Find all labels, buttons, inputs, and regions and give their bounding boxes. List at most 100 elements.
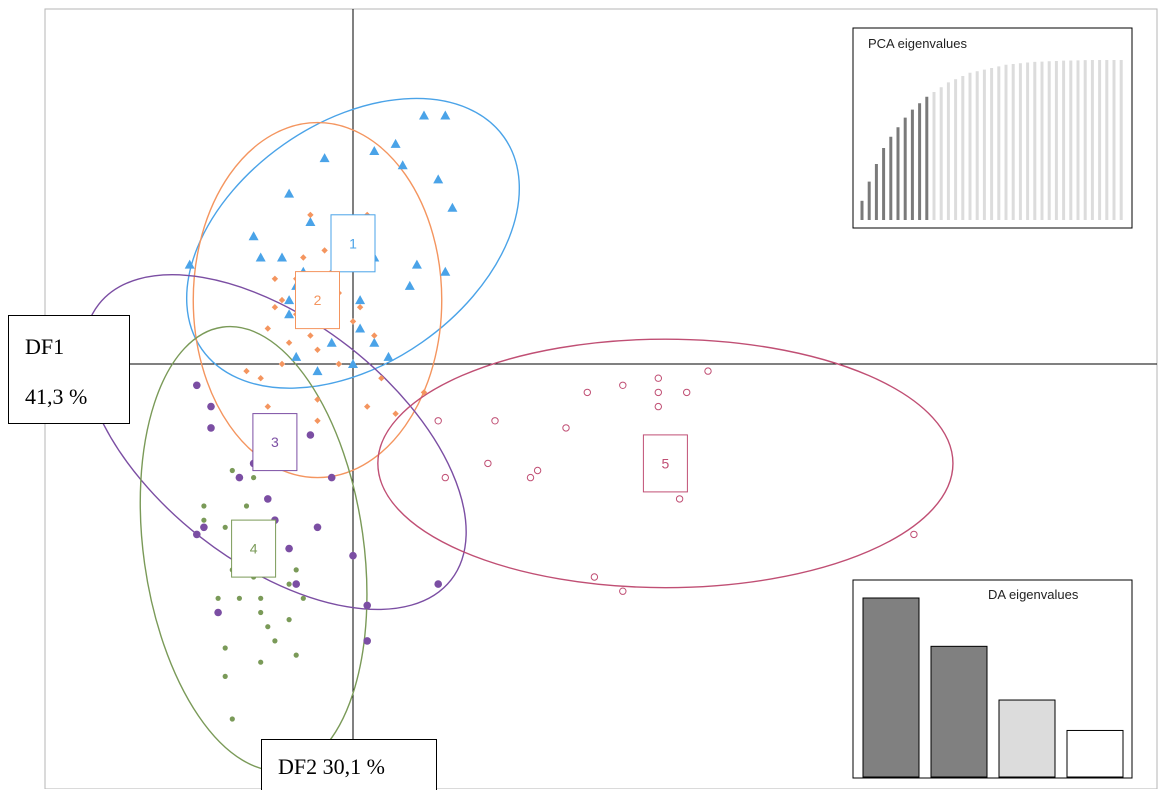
group-5-point xyxy=(654,374,662,382)
group-2-point xyxy=(356,304,364,311)
group-5-ellipse xyxy=(377,338,954,589)
group-3-point xyxy=(285,544,293,553)
group-2-point xyxy=(307,332,314,339)
group-4-point xyxy=(265,624,271,630)
group-4-point xyxy=(258,595,264,601)
group-5-point xyxy=(683,388,691,397)
group-5-point xyxy=(441,473,449,482)
group-2-point xyxy=(285,339,293,346)
group-4-point xyxy=(229,467,235,474)
group-3-label-box xyxy=(252,413,298,472)
group-1-point xyxy=(447,202,458,212)
group-1-point xyxy=(383,351,394,361)
group-3-point xyxy=(349,551,357,560)
group-1-ellipse xyxy=(185,97,521,389)
group-3-point xyxy=(306,431,315,439)
group-1-point xyxy=(305,217,316,226)
group-2-point xyxy=(321,247,328,254)
group-1-point xyxy=(419,110,429,120)
group-5-point xyxy=(675,495,684,503)
df1-name: DF1 xyxy=(25,334,65,359)
group-5-point xyxy=(484,459,492,468)
group-3-point xyxy=(235,473,244,482)
group-2-point xyxy=(314,417,321,424)
group-1-point xyxy=(184,259,195,269)
group-1-point xyxy=(390,138,401,148)
group-4-point xyxy=(258,609,264,616)
group-2-point xyxy=(364,403,371,410)
group-2-point xyxy=(307,211,314,219)
group-1-point xyxy=(433,174,444,184)
group-points xyxy=(184,110,918,722)
group-5-point xyxy=(654,402,662,411)
pca-eigenvalues-inset: PCA eigenvalues xyxy=(852,27,1133,229)
group-3-point xyxy=(363,601,372,610)
group-2-point xyxy=(278,360,286,368)
group-2-label: 2 xyxy=(314,292,322,308)
group-4-point xyxy=(272,638,278,644)
group-4-point xyxy=(293,652,299,658)
da-eigenvalue-bar xyxy=(862,597,920,778)
group-4-point xyxy=(293,567,299,573)
group-2-point xyxy=(349,318,357,325)
group-3-point xyxy=(193,381,201,390)
group-1-point xyxy=(291,351,302,361)
group-4-label: 4 xyxy=(250,541,258,557)
group-4-point xyxy=(201,503,207,509)
group-1-point xyxy=(248,231,259,241)
group-2-point xyxy=(264,325,271,332)
group-1-point xyxy=(326,337,337,347)
group-2-label-box xyxy=(295,271,340,330)
group-4-point xyxy=(229,716,235,722)
df2-axis-label: DF2 30,1 % xyxy=(261,739,437,790)
group-1-point xyxy=(355,295,366,305)
group-5-point xyxy=(491,417,499,425)
group-2-point xyxy=(300,254,307,261)
group-4-point xyxy=(222,524,228,530)
group-2-point xyxy=(392,410,399,417)
group-3-point xyxy=(193,530,201,539)
group-3-ellipse xyxy=(82,274,467,611)
group-4-label-box xyxy=(231,519,277,578)
group-4-point xyxy=(243,503,250,509)
group-4-point xyxy=(236,595,242,601)
group-2-point xyxy=(371,332,378,339)
group-3-point xyxy=(434,580,443,588)
group-4-point xyxy=(222,673,228,680)
group-1-point xyxy=(355,323,366,333)
group-1-point xyxy=(369,146,380,155)
group-1-point xyxy=(411,259,422,269)
group-2-point xyxy=(243,367,250,375)
group-2-point xyxy=(257,375,264,382)
group-5-point xyxy=(704,367,712,375)
group-1-point xyxy=(284,188,295,198)
group-5-point xyxy=(619,381,627,389)
group-1-point xyxy=(284,309,295,319)
group-4-point xyxy=(300,595,306,601)
group-1-label: 1 xyxy=(349,235,357,251)
group-3-point xyxy=(327,473,336,482)
group-4-point xyxy=(251,475,257,481)
group-1-point xyxy=(284,295,295,305)
group-1-point xyxy=(319,153,330,163)
group-4-point xyxy=(286,581,292,587)
group-5-point xyxy=(562,424,570,432)
group-2-point xyxy=(271,304,279,311)
group-3-point xyxy=(214,608,222,617)
group-5-point xyxy=(434,417,442,425)
group-3-point xyxy=(363,637,372,645)
group-5-point xyxy=(583,388,591,397)
group-4-point xyxy=(201,517,207,523)
group-1-point xyxy=(348,359,358,368)
group-1-point xyxy=(404,280,415,290)
group-1-point xyxy=(440,266,451,276)
group-2-point xyxy=(314,396,321,403)
da-eigenvalue-bar xyxy=(1066,729,1124,778)
group-5-point xyxy=(526,473,535,482)
da-eigenvalue-bar xyxy=(930,645,988,778)
group-5-point xyxy=(654,388,662,397)
group-4-point xyxy=(258,659,264,665)
group-5-label: 5 xyxy=(662,455,670,471)
group-2-point xyxy=(378,375,385,382)
